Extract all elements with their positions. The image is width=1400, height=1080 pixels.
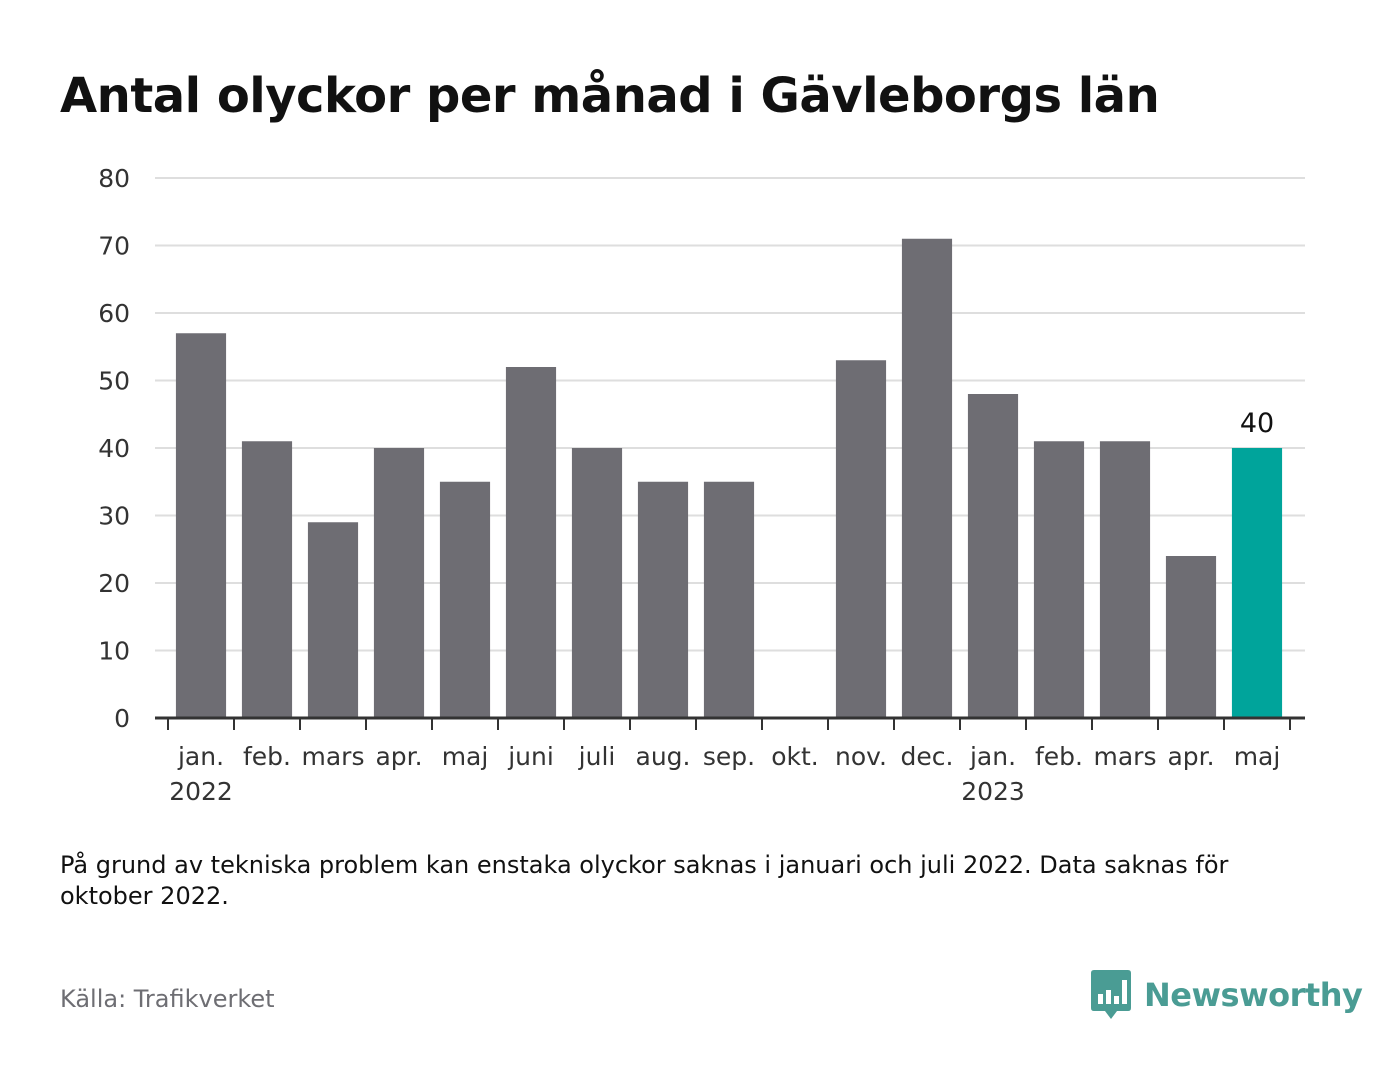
x-tick-label: jan. — [969, 742, 1016, 771]
x-tick-label: sep. — [703, 742, 755, 771]
y-tick-label: 70 — [98, 232, 130, 261]
bar — [571, 448, 623, 718]
y-tick-label: 10 — [98, 637, 130, 666]
y-tick-label: 30 — [98, 502, 130, 531]
y-tick-label: 20 — [98, 569, 130, 598]
bar — [1099, 441, 1151, 718]
x-tick-label: apr. — [1167, 742, 1214, 771]
x-tick-label: mars — [1094, 742, 1157, 771]
x-tick-label: feb. — [243, 742, 291, 771]
bar — [1033, 441, 1085, 718]
bar — [505, 367, 557, 718]
x-tick-label: aug. — [636, 742, 691, 771]
x-tick-label: maj — [1234, 742, 1281, 771]
chart-title: Antal olyckor per månad i Gävleborgs län — [60, 68, 1160, 124]
x-tick-label: juli — [578, 742, 616, 771]
x-tick-label: jan. — [177, 742, 224, 771]
source-label: Källa: Trafikverket — [60, 985, 275, 1013]
bar — [1165, 556, 1217, 718]
x-tick-label: juni — [507, 742, 554, 771]
bar — [835, 360, 887, 718]
y-tick-label: 50 — [98, 367, 130, 396]
bar — [637, 481, 689, 718]
y-tick-label: 60 — [98, 299, 130, 328]
bar — [439, 481, 491, 718]
bar — [241, 441, 293, 718]
bar — [307, 522, 359, 718]
newsworthy-logo-icon — [1091, 970, 1131, 1019]
x-tick-label: okt. — [771, 742, 819, 771]
bar — [703, 481, 755, 718]
y-tick-label: 40 — [98, 434, 130, 463]
x-tick-label: dec. — [901, 742, 954, 771]
x-tick-label: nov. — [835, 742, 887, 771]
bar — [901, 238, 953, 718]
year-label: 2022 — [169, 777, 233, 806]
year-label: 2023 — [961, 777, 1025, 806]
bar — [175, 333, 227, 718]
y-tick-label: 0 — [114, 704, 130, 733]
y-tick-label: 80 — [98, 164, 130, 193]
brand-name: Newsworthy — [1144, 976, 1363, 1014]
bar — [1231, 448, 1283, 718]
bar — [373, 448, 425, 718]
x-tick-label: mars — [302, 742, 365, 771]
data-label: 40 — [1240, 408, 1274, 439]
bar — [967, 394, 1019, 718]
x-tick-label: maj — [442, 742, 489, 771]
brand-logo: Newsworthy — [1090, 968, 1363, 1022]
chart-footnote: På grund av tekniska problem kan enstaka… — [60, 851, 1229, 910]
x-tick-label: feb. — [1035, 742, 1083, 771]
x-tick-label: apr. — [375, 742, 422, 771]
